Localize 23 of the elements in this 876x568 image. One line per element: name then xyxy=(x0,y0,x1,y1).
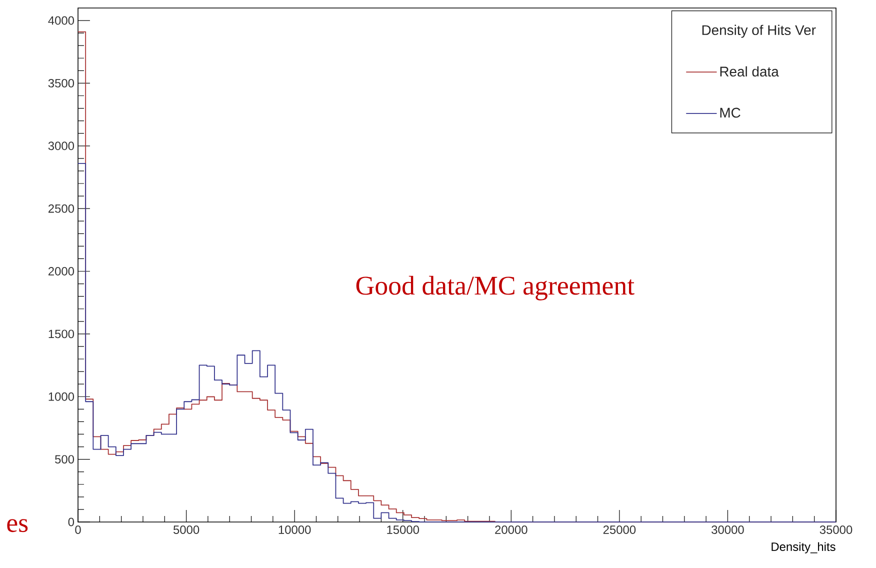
x-tick-label: 30000 xyxy=(712,526,744,534)
y-tick-label: 3000 xyxy=(48,142,74,150)
legend-label: Real data xyxy=(720,66,779,77)
y-tick-label: 0 xyxy=(68,518,74,526)
x-tick-label: 20000 xyxy=(495,526,528,534)
x-tick-label: 25000 xyxy=(603,526,636,534)
y-tick-label: 4000 xyxy=(48,16,74,25)
x-tick-label: 0 xyxy=(75,526,81,534)
y-tick-label: 2000 xyxy=(48,267,74,276)
y-tick-label: 1500 xyxy=(48,330,74,338)
annotation: Good data/MC agreement xyxy=(356,276,634,300)
x-tick-label: 5000 xyxy=(173,526,200,534)
x-tick-label: 15000 xyxy=(387,526,420,534)
y-tick-label: 3500 xyxy=(48,78,74,88)
y-tick-label: 1000 xyxy=(48,392,74,401)
y-tick-label: 500 xyxy=(55,455,74,464)
y-tick-label: 2500 xyxy=(48,204,74,213)
legend-label: MC xyxy=(720,108,740,118)
x-tick-label: 10000 xyxy=(278,526,311,534)
text: es xyxy=(7,519,28,532)
x-axis-title: Density_hits xyxy=(772,542,836,554)
x-tick-label: 35000 xyxy=(820,526,852,534)
legend-title: Density of Hits Ver xyxy=(702,24,816,38)
